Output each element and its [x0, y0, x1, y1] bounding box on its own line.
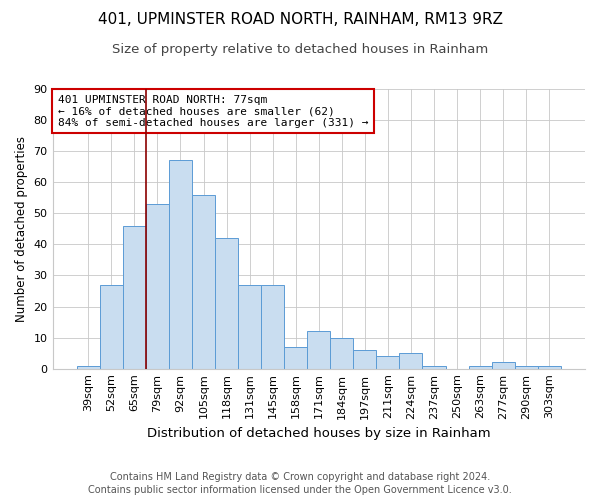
Bar	[491, 362, 515, 368]
Text: 401 UPMINSTER ROAD NORTH: 77sqm
← 16% of detached houses are smaller (62)
84% of: 401 UPMINSTER ROAD NORTH: 77sqm ← 16% of…	[58, 94, 368, 128]
Bar	[215, 238, 238, 368]
Text: Contains public sector information licensed under the Open Government Licence v3: Contains public sector information licen…	[88, 485, 512, 495]
Text: Contains HM Land Registry data © Crown copyright and database right 2024.: Contains HM Land Registry data © Crown c…	[110, 472, 490, 482]
Bar	[330, 338, 353, 368]
Bar	[238, 285, 261, 368]
Bar	[469, 366, 491, 368]
Bar	[376, 356, 400, 368]
Bar	[353, 350, 376, 368]
Bar	[400, 353, 422, 368]
Bar	[284, 347, 307, 368]
Bar	[77, 366, 100, 368]
Bar	[261, 285, 284, 368]
Text: Size of property relative to detached houses in Rainham: Size of property relative to detached ho…	[112, 42, 488, 56]
Y-axis label: Number of detached properties: Number of detached properties	[15, 136, 28, 322]
X-axis label: Distribution of detached houses by size in Rainham: Distribution of detached houses by size …	[147, 427, 491, 440]
Text: 401, UPMINSTER ROAD NORTH, RAINHAM, RM13 9RZ: 401, UPMINSTER ROAD NORTH, RAINHAM, RM13…	[97, 12, 503, 28]
Bar	[538, 366, 561, 368]
Bar	[422, 366, 446, 368]
Bar	[515, 366, 538, 368]
Bar	[146, 204, 169, 368]
Bar	[100, 285, 123, 368]
Bar	[169, 160, 192, 368]
Bar	[192, 194, 215, 368]
Bar	[307, 332, 330, 368]
Bar	[123, 226, 146, 368]
